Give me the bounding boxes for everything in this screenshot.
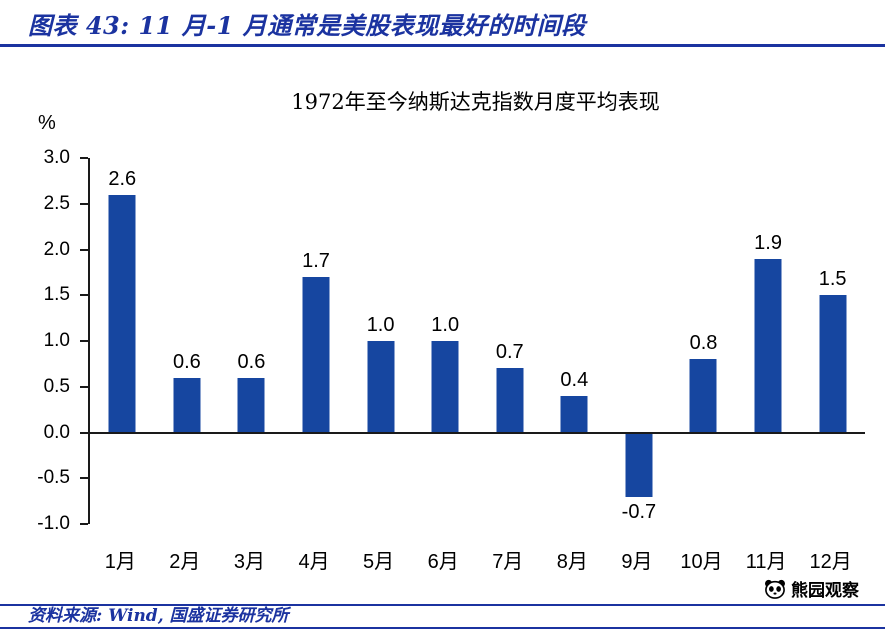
- x-tick-label: 8月: [556, 551, 588, 573]
- bar-value-label: 1.7: [302, 249, 330, 272]
- figure-title: 图表 43: 11 月-1 月通常是美股表现最好的时间段: [28, 11, 586, 40]
- x-tick-label: 12月: [809, 551, 852, 573]
- source-text: 资料来源: Wind, 国盛证券研究所: [28, 606, 289, 626]
- bar-column-11月: 1.9: [736, 158, 801, 524]
- bar-column-5月: 1.0: [348, 158, 413, 524]
- bar-column-2月: 0.6: [155, 158, 220, 524]
- bar-value-label: 1.0: [431, 314, 460, 336]
- chart-title: 1972年至今纳斯达克指数月度平均表现: [291, 90, 660, 114]
- y-tick-label: -1.0: [37, 513, 70, 534]
- y-tick-label: 0.0: [43, 421, 70, 443]
- y-tick-mark: [80, 157, 88, 159]
- y-tick-mark: [80, 340, 88, 342]
- bar-value-label: 1.0: [366, 314, 395, 336]
- x-tick-label: 5月: [363, 551, 395, 573]
- x-tick-label: 2月: [169, 551, 201, 573]
- bar-column-3月: 0.6: [219, 158, 284, 524]
- bar-5月: [367, 341, 395, 433]
- bar-column-7月: 0.7: [477, 158, 542, 524]
- y-tick-label: -0.5: [37, 467, 70, 489]
- bar-3月: [237, 377, 265, 433]
- zero-axis-line: [88, 431, 865, 434]
- footer-divider-bottom: [0, 627, 885, 629]
- bar-value-label: 0.8: [689, 332, 718, 355]
- y-tick-mark: [80, 202, 88, 205]
- y-tick-label: 2.5: [43, 192, 70, 214]
- bar-2月: [173, 377, 201, 433]
- y-tick-label: 2.0: [43, 238, 70, 260]
- bar-value-label: 1.9: [754, 231, 782, 254]
- bar-12月: [819, 295, 847, 433]
- x-tick-label: 4月: [298, 551, 330, 573]
- y-axis-unit-label: %: [38, 112, 56, 134]
- footer-divider-top: [0, 604, 885, 606]
- bar-value-label: 0.6: [172, 350, 201, 373]
- bar-column-9月: -0.7: [607, 158, 672, 524]
- bar-7月: [496, 368, 524, 433]
- bar-column-8月: 0.4: [542, 158, 607, 524]
- x-tick-label: 9月: [621, 551, 653, 573]
- bar-column-12月: 1.5: [800, 158, 865, 524]
- bar-value-label: 0.4: [560, 368, 589, 391]
- bar-6月: [431, 341, 459, 433]
- bar-10月: [689, 359, 717, 433]
- y-tick-mark: [80, 477, 88, 480]
- bar-value-label: -0.7: [621, 500, 657, 523]
- y-tick-mark: [80, 523, 88, 525]
- x-tick-label: 1月: [104, 551, 136, 573]
- x-tick-label: 10月: [680, 551, 723, 573]
- y-tick-label: 3.0: [43, 147, 70, 168]
- bar-value-label: 0.7: [495, 341, 524, 364]
- bar-1月: [108, 194, 136, 433]
- watermark-label: 熊园观察: [791, 581, 859, 600]
- bar-11月: [754, 258, 782, 433]
- bar-column-1月: 2.6: [90, 158, 155, 524]
- watermark: 熊园观察: [764, 576, 859, 601]
- x-tick-label: 11月: [745, 551, 787, 573]
- y-tick-label: 1.0: [43, 330, 70, 351]
- y-tick-mark: [80, 385, 88, 388]
- y-tick-label: 0.5: [43, 375, 70, 397]
- bar-8月: [560, 395, 588, 433]
- bar-column-4月: 1.7: [284, 158, 349, 524]
- x-axis: 1月 2月 3月 4月 5月 6月 7月 8月 9月 10月 11月 12月: [88, 545, 863, 574]
- header-divider: [0, 44, 885, 47]
- x-tick-label: 6月: [427, 551, 459, 573]
- x-tick-label: 7月: [492, 551, 524, 573]
- bar-value-label: 2.6: [108, 167, 137, 190]
- bar-value-label: 1.5: [818, 268, 847, 291]
- panda-logo-icon: [764, 579, 786, 599]
- bar-9月: [625, 432, 653, 497]
- y-tick-mark: [80, 431, 88, 434]
- y-tick-mark: [80, 248, 88, 251]
- x-tick-label: 3月: [233, 551, 265, 573]
- bar-value-label: 0.6: [237, 350, 266, 373]
- y-tick-label: 1.5: [43, 284, 70, 306]
- plot-area: 2.6 0.6 0.6 1.7 1.0 1.0 0.7 0.4 -0.7 0.8 1.9 1.5: [80, 157, 865, 525]
- y-tick-mark: [80, 294, 88, 297]
- y-axis: 3.0 2.5 2.0 1.5 1.0 0.5 0.0 -0.5 -1.0: [12, 147, 80, 534]
- bar-column-10月: 0.8: [671, 158, 736, 524]
- bar-4月: [302, 276, 330, 433]
- bar-column-6月: 1.0: [413, 158, 478, 524]
